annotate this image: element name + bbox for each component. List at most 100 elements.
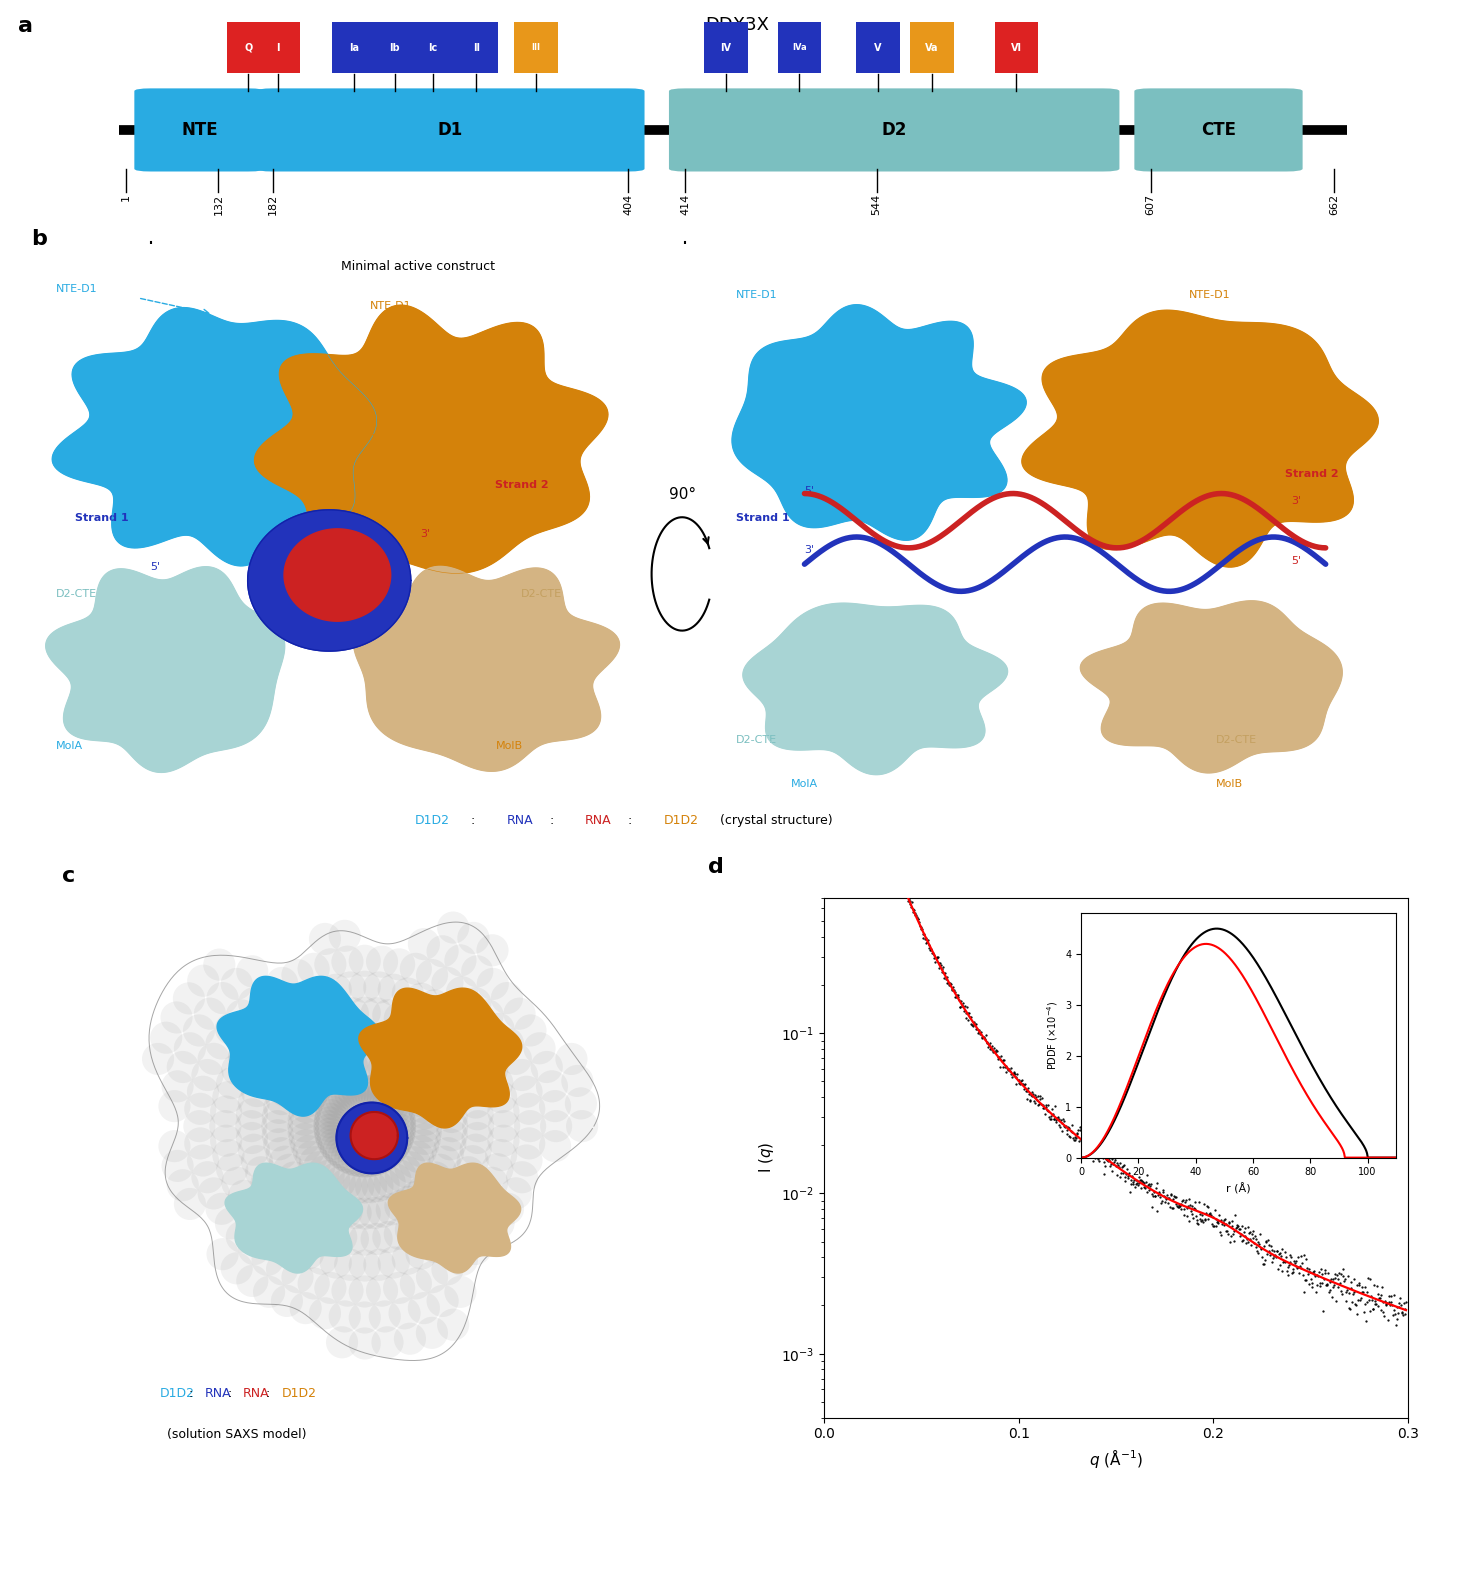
FancyBboxPatch shape [333, 22, 376, 74]
Circle shape [392, 1243, 425, 1274]
Circle shape [461, 1098, 493, 1131]
Circle shape [461, 1028, 493, 1060]
Circle shape [245, 1203, 277, 1235]
Text: D2-CTE: D2-CTE [735, 736, 778, 745]
Circle shape [299, 1147, 331, 1178]
Circle shape [481, 1066, 514, 1099]
Circle shape [442, 1006, 474, 1038]
Circle shape [540, 1110, 572, 1142]
Circle shape [261, 1120, 293, 1151]
Circle shape [210, 1125, 242, 1156]
Circle shape [266, 1254, 298, 1285]
Circle shape [312, 1060, 344, 1093]
Text: :: : [223, 1388, 236, 1400]
Circle shape [159, 1090, 191, 1121]
Circle shape [162, 1150, 194, 1181]
Circle shape [562, 1065, 594, 1098]
FancyBboxPatch shape [670, 88, 1119, 172]
Circle shape [318, 1093, 350, 1125]
Circle shape [435, 1091, 467, 1125]
Circle shape [251, 976, 283, 1008]
Circle shape [330, 1169, 362, 1200]
Circle shape [375, 1087, 407, 1118]
Circle shape [566, 1110, 598, 1142]
Text: 132: 132 [213, 194, 223, 216]
Circle shape [414, 1169, 446, 1200]
Circle shape [484, 1139, 516, 1172]
Circle shape [255, 1006, 287, 1038]
Circle shape [376, 1027, 409, 1058]
Circle shape [166, 1051, 198, 1084]
Text: NTE-D1: NTE-D1 [371, 301, 411, 310]
Circle shape [314, 1217, 346, 1251]
Circle shape [289, 1098, 321, 1129]
Circle shape [457, 921, 489, 954]
Circle shape [216, 1066, 248, 1099]
Circle shape [379, 1164, 411, 1195]
Circle shape [433, 1035, 465, 1066]
Circle shape [305, 1035, 337, 1066]
Circle shape [524, 1032, 556, 1065]
X-axis label: $q$ (Å$^{-1}$): $q$ (Å$^{-1}$) [1090, 1447, 1142, 1469]
Text: 3': 3' [804, 545, 814, 556]
Circle shape [210, 1096, 242, 1128]
Circle shape [355, 1172, 387, 1203]
Polygon shape [45, 567, 285, 772]
Circle shape [483, 1013, 515, 1044]
Polygon shape [1021, 310, 1379, 567]
Circle shape [426, 936, 458, 967]
Circle shape [207, 983, 239, 1014]
Circle shape [302, 1006, 334, 1038]
Circle shape [392, 978, 425, 1010]
Circle shape [209, 1110, 241, 1142]
Circle shape [236, 1265, 268, 1296]
Circle shape [406, 1238, 438, 1269]
Text: 662: 662 [1329, 194, 1339, 216]
Circle shape [287, 1117, 320, 1148]
Circle shape [369, 1082, 401, 1114]
Circle shape [331, 1025, 363, 1057]
Circle shape [378, 1131, 410, 1162]
Circle shape [268, 1074, 301, 1107]
Circle shape [535, 1071, 568, 1102]
Circle shape [404, 1085, 436, 1117]
Text: d: d [708, 857, 724, 877]
Text: RNA: RNA [506, 814, 533, 827]
Circle shape [343, 1172, 375, 1203]
Circle shape [349, 1145, 381, 1178]
Circle shape [409, 1098, 441, 1129]
Circle shape [481, 1153, 514, 1186]
Circle shape [400, 953, 432, 984]
Circle shape [349, 1197, 381, 1230]
Circle shape [471, 1000, 503, 1032]
Circle shape [500, 1043, 533, 1074]
Circle shape [273, 1154, 305, 1186]
Circle shape [252, 1276, 285, 1307]
Circle shape [279, 1058, 311, 1091]
Circle shape [362, 1170, 394, 1202]
Circle shape [314, 1110, 346, 1142]
Circle shape [419, 1161, 451, 1194]
Circle shape [334, 1249, 366, 1280]
Text: 1: 1 [121, 194, 131, 202]
Circle shape [187, 964, 219, 997]
Circle shape [425, 1194, 457, 1227]
Circle shape [318, 1057, 350, 1088]
Circle shape [349, 1049, 381, 1080]
Circle shape [461, 1192, 493, 1224]
FancyBboxPatch shape [995, 22, 1037, 74]
Circle shape [349, 1328, 381, 1359]
Circle shape [357, 1197, 390, 1228]
Circle shape [436, 1110, 468, 1142]
Circle shape [398, 1074, 430, 1106]
Circle shape [379, 1057, 411, 1088]
Circle shape [314, 1030, 346, 1062]
Text: RNA: RNA [204, 1388, 231, 1400]
Circle shape [384, 1106, 416, 1139]
Circle shape [187, 1076, 219, 1107]
Circle shape [299, 1074, 331, 1106]
Circle shape [349, 1276, 381, 1307]
Circle shape [197, 1178, 229, 1210]
Circle shape [298, 1268, 330, 1299]
Circle shape [406, 983, 438, 1014]
